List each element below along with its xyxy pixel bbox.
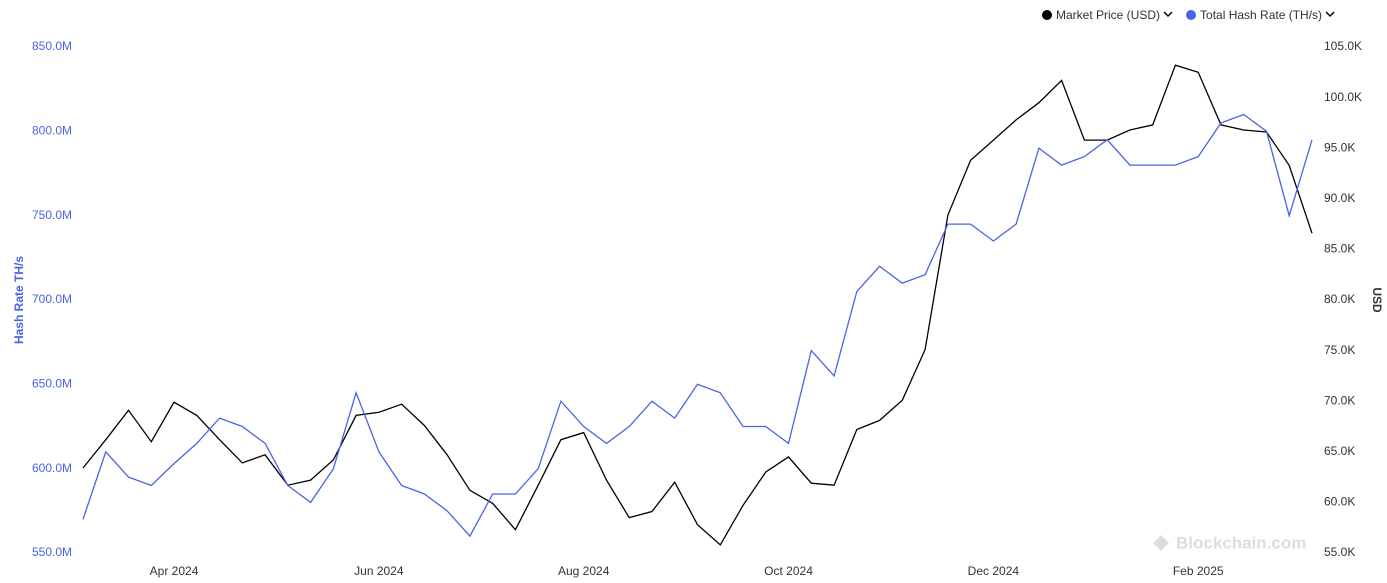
watermark: Blockchain.com (1176, 533, 1306, 552)
y2-tick-label: 65.0K (1324, 444, 1355, 458)
y2-tick-label: 100.0K (1324, 90, 1362, 104)
legend-chevron (1163, 11, 1173, 18)
y2-tick-label: 90.0K (1324, 191, 1355, 205)
x-tick-label: Apr 2024 (150, 564, 199, 578)
x-tick-label: Dec 2024 (968, 564, 1020, 578)
y2-axis-title: USD (1370, 287, 1384, 313)
y2-tick-label: 80.0K (1324, 292, 1355, 306)
legend-marker (1042, 10, 1052, 20)
y-tick-label: 700.0M (32, 292, 72, 306)
x-tick-label: Oct 2024 (764, 564, 813, 578)
x-tick-label: Aug 2024 (558, 564, 610, 578)
y-tick-label: 850.0M (32, 39, 72, 53)
legend-marker (1186, 10, 1197, 20)
y-tick-label: 550.0M (32, 545, 72, 559)
y2-tick-label: 75.0K (1324, 343, 1355, 357)
watermark-icon (1153, 535, 1169, 551)
y-tick-label: 800.0M (32, 124, 72, 138)
y2-tick-label: 60.0K (1324, 495, 1355, 509)
y2-tick-label: 105.0K (1324, 39, 1362, 53)
legend-chevron (1325, 11, 1335, 18)
y-tick-label: 650.0M (32, 377, 72, 391)
y2-tick-label: 55.0K (1324, 545, 1355, 559)
y2-tick-label: 95.0K (1324, 140, 1355, 154)
y-tick-label: 750.0M (32, 208, 72, 222)
y-axis-title: Hash Rate TH/s (12, 256, 26, 344)
y2-tick-label: 85.0K (1324, 242, 1355, 256)
legend-label[interactable]: Market Price (USD) (1056, 8, 1160, 22)
x-tick-label: Feb 2025 (1173, 564, 1224, 578)
y2-tick-label: 70.0K (1324, 393, 1355, 407)
legend-label[interactable]: Total Hash Rate (TH/s) (1200, 8, 1322, 22)
line-series (82, 113, 1313, 538)
x-tick-label: Jun 2024 (354, 564, 404, 578)
y-tick-label: 600.0M (32, 461, 72, 475)
line-series (82, 64, 1313, 546)
